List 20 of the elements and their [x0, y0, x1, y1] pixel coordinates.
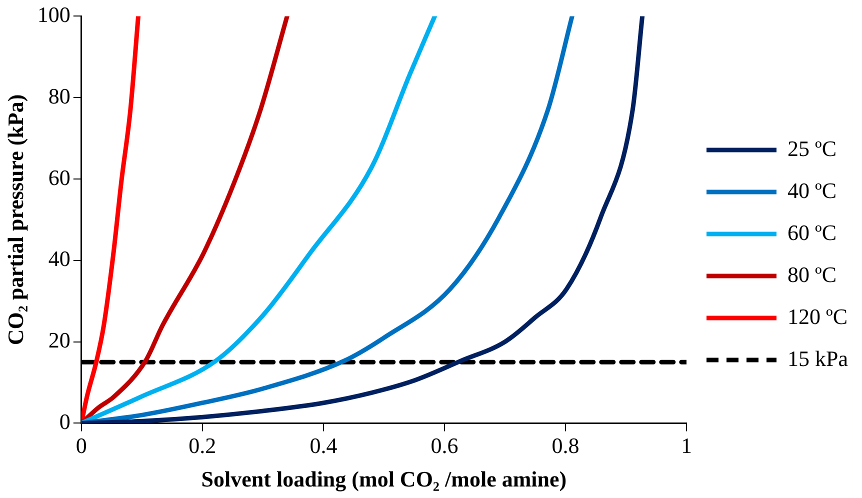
y-tick-label: 40 [48, 246, 70, 272]
legend-label: 40 ºC [788, 178, 836, 203]
y-tick-label: 80 [48, 83, 70, 108]
y-tick-label: 0 [59, 408, 70, 434]
y-tick-label: 20 [48, 328, 70, 353]
x-tick-label: 0.6 [430, 433, 458, 458]
y-tick-label: 100 [37, 2, 70, 27]
legend-label: 120 ºC [788, 304, 848, 329]
x-tick-label: 1 [681, 433, 692, 458]
x-axis-title: Solvent loading (mol CO₂ /mole amine) [201, 466, 567, 492]
x-tick-label: 0 [76, 433, 87, 458]
x-tick-label: 0.4 [310, 433, 338, 458]
legend-label: 25 ºC [788, 136, 836, 161]
y-axis-title: CO₂ partial pressure (kPa) [2, 94, 28, 346]
legend-label: 15 kPa [788, 346, 848, 371]
y-tick-label: 60 [48, 164, 70, 190]
x-tick-label: 0.8 [552, 433, 580, 458]
x-tick-label: 0.2 [188, 433, 216, 458]
legend-label: 80 ºC [788, 262, 836, 287]
legend-label: 60 ºC [788, 220, 836, 245]
